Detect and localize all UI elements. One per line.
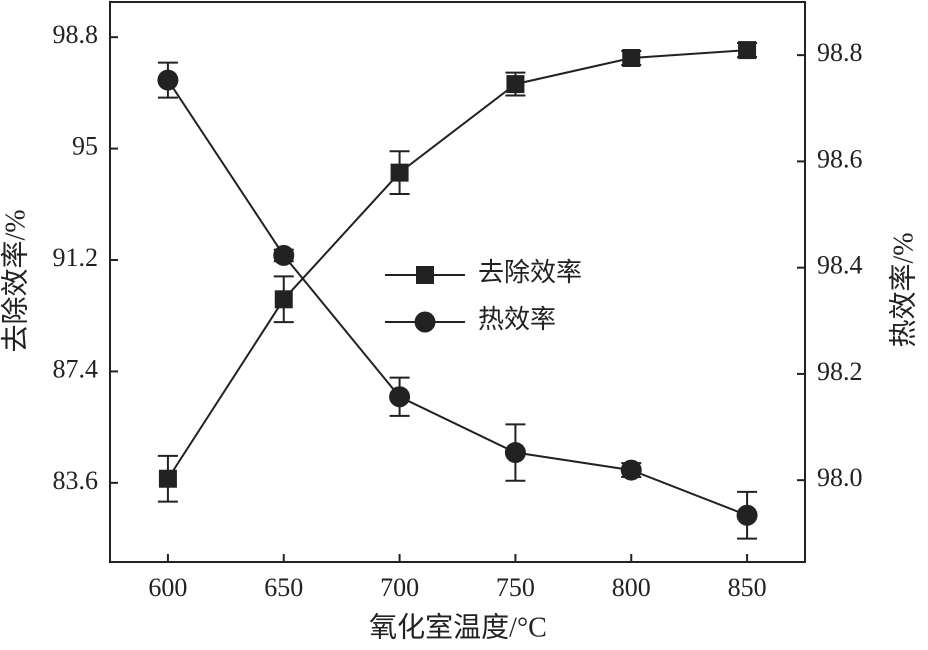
marker (158, 469, 177, 488)
x-tick-label: 850 (728, 573, 767, 602)
y2-tick-label: 98.2 (817, 357, 863, 386)
marker (620, 459, 642, 481)
marker (273, 244, 295, 266)
x-tick-label: 800 (612, 573, 651, 602)
y2-axis-label: 热效率/% (887, 232, 919, 347)
y2-tick-label: 98.0 (817, 463, 863, 492)
y-tick-label: 95 (72, 132, 98, 161)
legend-marker (414, 311, 436, 333)
x-tick-label: 600 (148, 573, 187, 602)
y-axis-label: 去除效率/% (0, 209, 31, 352)
plot-frame (109, 1, 806, 563)
marker (157, 69, 179, 91)
x-tick-label: 650 (264, 573, 303, 602)
y2-tick-label: 98.4 (817, 251, 863, 280)
x-tick-label: 750 (496, 573, 535, 602)
marker (622, 49, 641, 67)
series-line (167, 79, 748, 517)
legend-marker (416, 266, 434, 284)
marker (390, 163, 409, 182)
legend-label: 去除效率 (478, 258, 582, 287)
marker (504, 442, 526, 464)
series-line (167, 49, 748, 480)
marker (738, 41, 757, 60)
x-axis-label: 氧化室温度/°C (369, 611, 547, 643)
y-tick-label: 98.8 (53, 20, 99, 49)
y2-tick-label: 98.8 (817, 38, 863, 67)
x-tick-label: 700 (380, 573, 419, 602)
marker (274, 290, 293, 309)
y-tick-label: 87.4 (53, 354, 99, 383)
y-tick-label: 91.2 (53, 243, 99, 272)
marker (389, 386, 411, 408)
legend-label: 热效率 (478, 305, 556, 334)
marker (506, 75, 525, 94)
y-tick-label: 83.6 (53, 466, 99, 495)
marker (736, 504, 758, 526)
y2-tick-label: 98.6 (817, 144, 863, 173)
